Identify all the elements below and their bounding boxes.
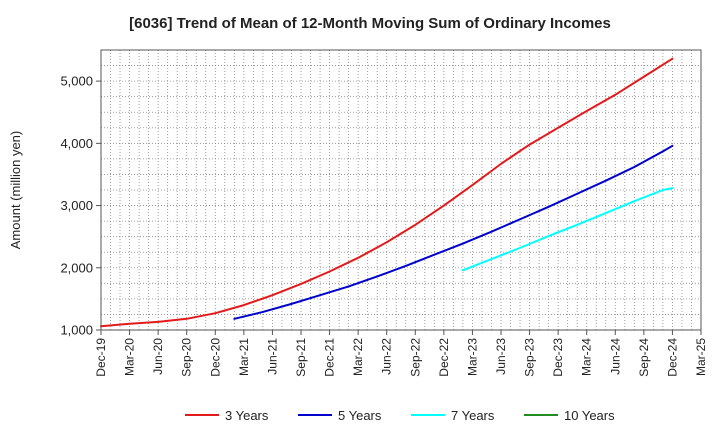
legend-label-7-years: 7 Years	[451, 408, 495, 423]
x-tick-label: Dec-21	[323, 338, 337, 377]
y-axis-label: Amount (million yen)	[8, 131, 23, 250]
x-tick-label: Jun-24	[608, 338, 622, 375]
y-tick-label: 2,000	[60, 260, 93, 275]
series-layer	[100, 57, 674, 328]
series-line-3-years	[100, 57, 674, 328]
x-tick-label: Dec-23	[551, 338, 565, 377]
x-tick-label: Mar-25	[694, 338, 708, 376]
y-tick-label: 1,000	[60, 323, 93, 338]
x-axis-ticks: Dec-19 Mar-20 Jun-20 Sep-20 Dec-20 Mar-21 Jun-…	[94, 330, 708, 377]
legend-label-10-years: 10 Years	[564, 408, 615, 423]
y-axis-ticks: 1,000 2,000 3,000 4,000 5,000	[60, 74, 101, 338]
x-tick-label: Sep-23	[523, 338, 537, 377]
x-tick-label: Sep-22	[408, 338, 422, 377]
y-tick-label: 3,000	[60, 198, 93, 213]
series-line-5-years	[233, 144, 674, 320]
grid-layer	[101, 50, 701, 330]
x-tick-label: Sep-21	[294, 338, 308, 377]
legend: 3 Years 5 Years 7 Years 10 Years	[185, 408, 615, 423]
plot-frame	[100, 49, 702, 331]
x-tick-label: Jun-21	[265, 338, 279, 375]
x-tick-label: Sep-20	[180, 338, 194, 377]
series-line-7-years	[461, 187, 674, 272]
x-tick-label: Jun-22	[380, 338, 394, 375]
x-tick-label: Mar-24	[580, 338, 594, 376]
x-tick-label: Mar-20	[123, 338, 137, 376]
y-tick-label: 4,000	[60, 136, 93, 151]
y-tick-label: 5,000	[60, 74, 93, 89]
x-tick-label: Jun-23	[494, 338, 508, 375]
x-tick-label: Dec-22	[437, 338, 451, 377]
x-tick-label: Dec-20	[208, 338, 222, 377]
x-tick-label: Jun-20	[151, 338, 165, 375]
chart-title: [6036] Trend of Mean of 12-Month Moving …	[129, 15, 611, 32]
x-tick-label: Sep-24	[637, 338, 651, 377]
x-tick-label: Dec-24	[665, 338, 679, 377]
x-tick-label: Mar-21	[237, 338, 251, 376]
x-tick-label: Dec-19	[94, 338, 108, 377]
x-tick-label: Mar-23	[465, 338, 479, 376]
legend-label-5-years: 5 Years	[338, 408, 382, 423]
x-tick-label: Mar-22	[351, 338, 365, 376]
legend-label-3-years: 3 Years	[225, 408, 269, 423]
